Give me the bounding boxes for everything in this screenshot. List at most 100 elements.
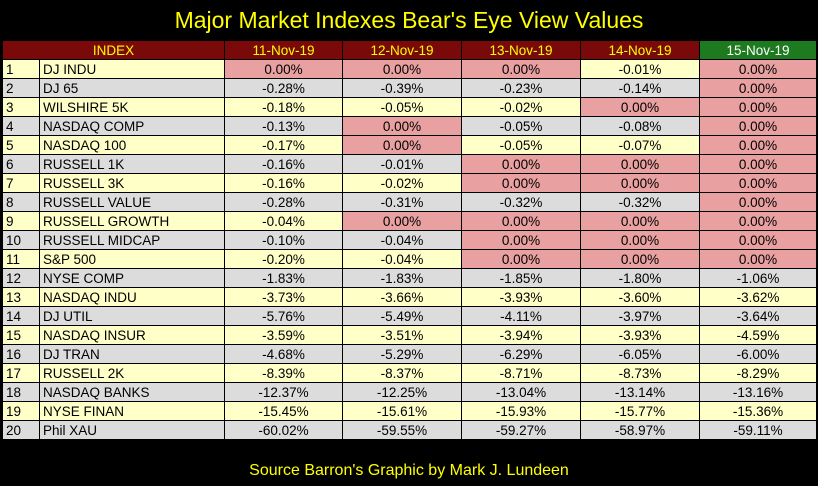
value-cell: -0.20% [224, 249, 343, 269]
index-name: RUSSELL MIDCAP [39, 230, 225, 250]
row-number: 17 [2, 363, 40, 383]
value-cell: 0.00% [699, 230, 817, 250]
value-cell: -3.94% [461, 325, 581, 345]
value-cell: 0.00% [699, 173, 817, 193]
value-cell: -15.36% [699, 401, 817, 421]
value-cell: -15.61% [342, 401, 462, 421]
value-cell: -0.07% [580, 135, 700, 155]
page-title: Major Market Indexes Bear's Eye View Val… [174, 7, 644, 33]
value-cell: -0.05% [461, 116, 581, 136]
table-row: 14 DJ UTIL -5.76% -5.49% -4.11% -3.97% -3.64% [2, 306, 817, 326]
value-cell: -15.77% [580, 401, 700, 421]
value-cell: -4.11% [461, 306, 581, 326]
header-date-5: 15-Nov-19 [699, 40, 817, 60]
index-name: DJ UTIL [39, 306, 225, 326]
table-row: 1 DJ INDU 0.00% 0.00% 0.00% -0.01% 0.00% [2, 59, 817, 79]
value-cell: -0.31% [342, 192, 462, 212]
index-name: RUSSELL VALUE [39, 192, 225, 212]
value-cell: 0.00% [699, 192, 817, 212]
header-date-4: 14-Nov-19 [580, 40, 700, 60]
value-cell: 0.00% [224, 59, 343, 79]
value-cell: 0.00% [699, 135, 817, 155]
row-number: 7 [2, 173, 40, 193]
value-cell: 0.00% [580, 97, 700, 117]
value-cell: -0.18% [224, 97, 343, 117]
value-cell: -0.10% [224, 230, 343, 250]
index-name: NASDAQ COMP [39, 116, 225, 136]
row-number: 15 [2, 325, 40, 345]
value-cell: -13.04% [461, 382, 581, 402]
value-cell: -1.83% [342, 268, 462, 288]
value-cell: -3.93% [461, 287, 581, 307]
value-cell: -12.37% [224, 382, 343, 402]
table-row: 11 S&P 500 -0.20% -0.04% 0.00% 0.00% 0.00% [2, 249, 817, 269]
value-cell: -0.01% [580, 59, 700, 79]
value-cell: -3.62% [699, 287, 817, 307]
value-cell: -3.73% [224, 287, 343, 307]
table-row: 2 DJ 65 -0.28% -0.39% -0.23% -0.14% 0.00% [2, 78, 817, 98]
source-footer: Source Barron's Graphic by Mark J. Lunde… [249, 462, 569, 479]
value-cell: -0.04% [342, 249, 462, 269]
row-number: 1 [2, 59, 40, 79]
value-cell: -58.97% [580, 420, 700, 440]
header-date-2: 12-Nov-19 [342, 40, 462, 60]
value-cell: -60.02% [224, 420, 343, 440]
index-name: DJ INDU [39, 59, 225, 79]
index-name: WILSHIRE 5K [39, 97, 225, 117]
value-cell: -4.59% [699, 325, 817, 345]
table-row: 19 NYSE FINAN -15.45% -15.61% -15.93% -15.77%… [2, 401, 817, 421]
value-cell: -8.73% [580, 363, 700, 383]
table-row: 9 RUSSELL GROWTH -0.04% 0.00% 0.00% 0.00% 0.00… [2, 211, 817, 231]
value-cell: -5.49% [342, 306, 462, 326]
value-cell: 0.00% [580, 154, 700, 174]
value-cell: -0.05% [461, 135, 581, 155]
value-cell: -0.32% [580, 192, 700, 212]
value-cell: -0.05% [342, 97, 462, 117]
value-cell: -8.29% [699, 363, 817, 383]
value-cell: -12.25% [342, 382, 462, 402]
header-index: INDEX [2, 40, 225, 60]
value-cell: -0.39% [342, 78, 462, 98]
value-cell: -3.66% [342, 287, 462, 307]
table-row: 15 NASDAQ INSUR -3.59% -3.51% -3.94% -3.93% -4… [2, 325, 817, 345]
value-cell: -15.45% [224, 401, 343, 421]
value-cell: -1.85% [461, 268, 581, 288]
row-number: 2 [2, 78, 40, 98]
value-cell: 0.00% [461, 249, 581, 269]
value-cell: 0.00% [580, 173, 700, 193]
value-cell: -0.28% [224, 192, 343, 212]
header-date-3: 13-Nov-19 [461, 40, 581, 60]
value-cell: -0.08% [580, 116, 700, 136]
row-number: 4 [2, 116, 40, 136]
value-cell: -5.76% [224, 306, 343, 326]
value-cell: 0.00% [699, 249, 817, 269]
row-number: 11 [2, 249, 40, 269]
value-cell: -6.05% [580, 344, 700, 364]
index-name: S&P 500 [39, 249, 225, 269]
value-cell: -59.27% [461, 420, 581, 440]
value-cell: -15.93% [461, 401, 581, 421]
row-number: 16 [2, 344, 40, 364]
value-cell: 0.00% [342, 135, 462, 155]
value-cell: -0.04% [224, 211, 343, 231]
value-cell: -5.29% [342, 344, 462, 364]
index-name: RUSSELL 3K [39, 173, 225, 193]
row-number: 12 [2, 268, 40, 288]
value-cell: -6.00% [699, 344, 817, 364]
table-row: 16 DJ TRAN -4.68% -5.29% -6.29% -6.05% -6.00% [2, 344, 817, 364]
value-cell: -0.14% [580, 78, 700, 98]
table-row: 4 NASDAQ COMP -0.13% 0.00% -0.05% -0.08% 0.00% [2, 116, 817, 136]
row-number: 10 [2, 230, 40, 250]
value-cell: -0.16% [224, 154, 343, 174]
value-cell: -0.02% [461, 97, 581, 117]
value-cell: 0.00% [342, 116, 462, 136]
value-cell: 0.00% [699, 78, 817, 98]
header-date-1: 11-Nov-19 [224, 40, 343, 60]
value-cell: 0.00% [580, 230, 700, 250]
value-cell: 0.00% [461, 230, 581, 250]
value-cell: -0.01% [342, 154, 462, 174]
value-cell: -13.16% [699, 382, 817, 402]
row-number: 5 [2, 135, 40, 155]
value-cell: -4.68% [224, 344, 343, 364]
table-row: 10 RUSSELL MIDCAP -0.10% -0.04% 0.00% 0.00% 0.… [2, 230, 817, 250]
